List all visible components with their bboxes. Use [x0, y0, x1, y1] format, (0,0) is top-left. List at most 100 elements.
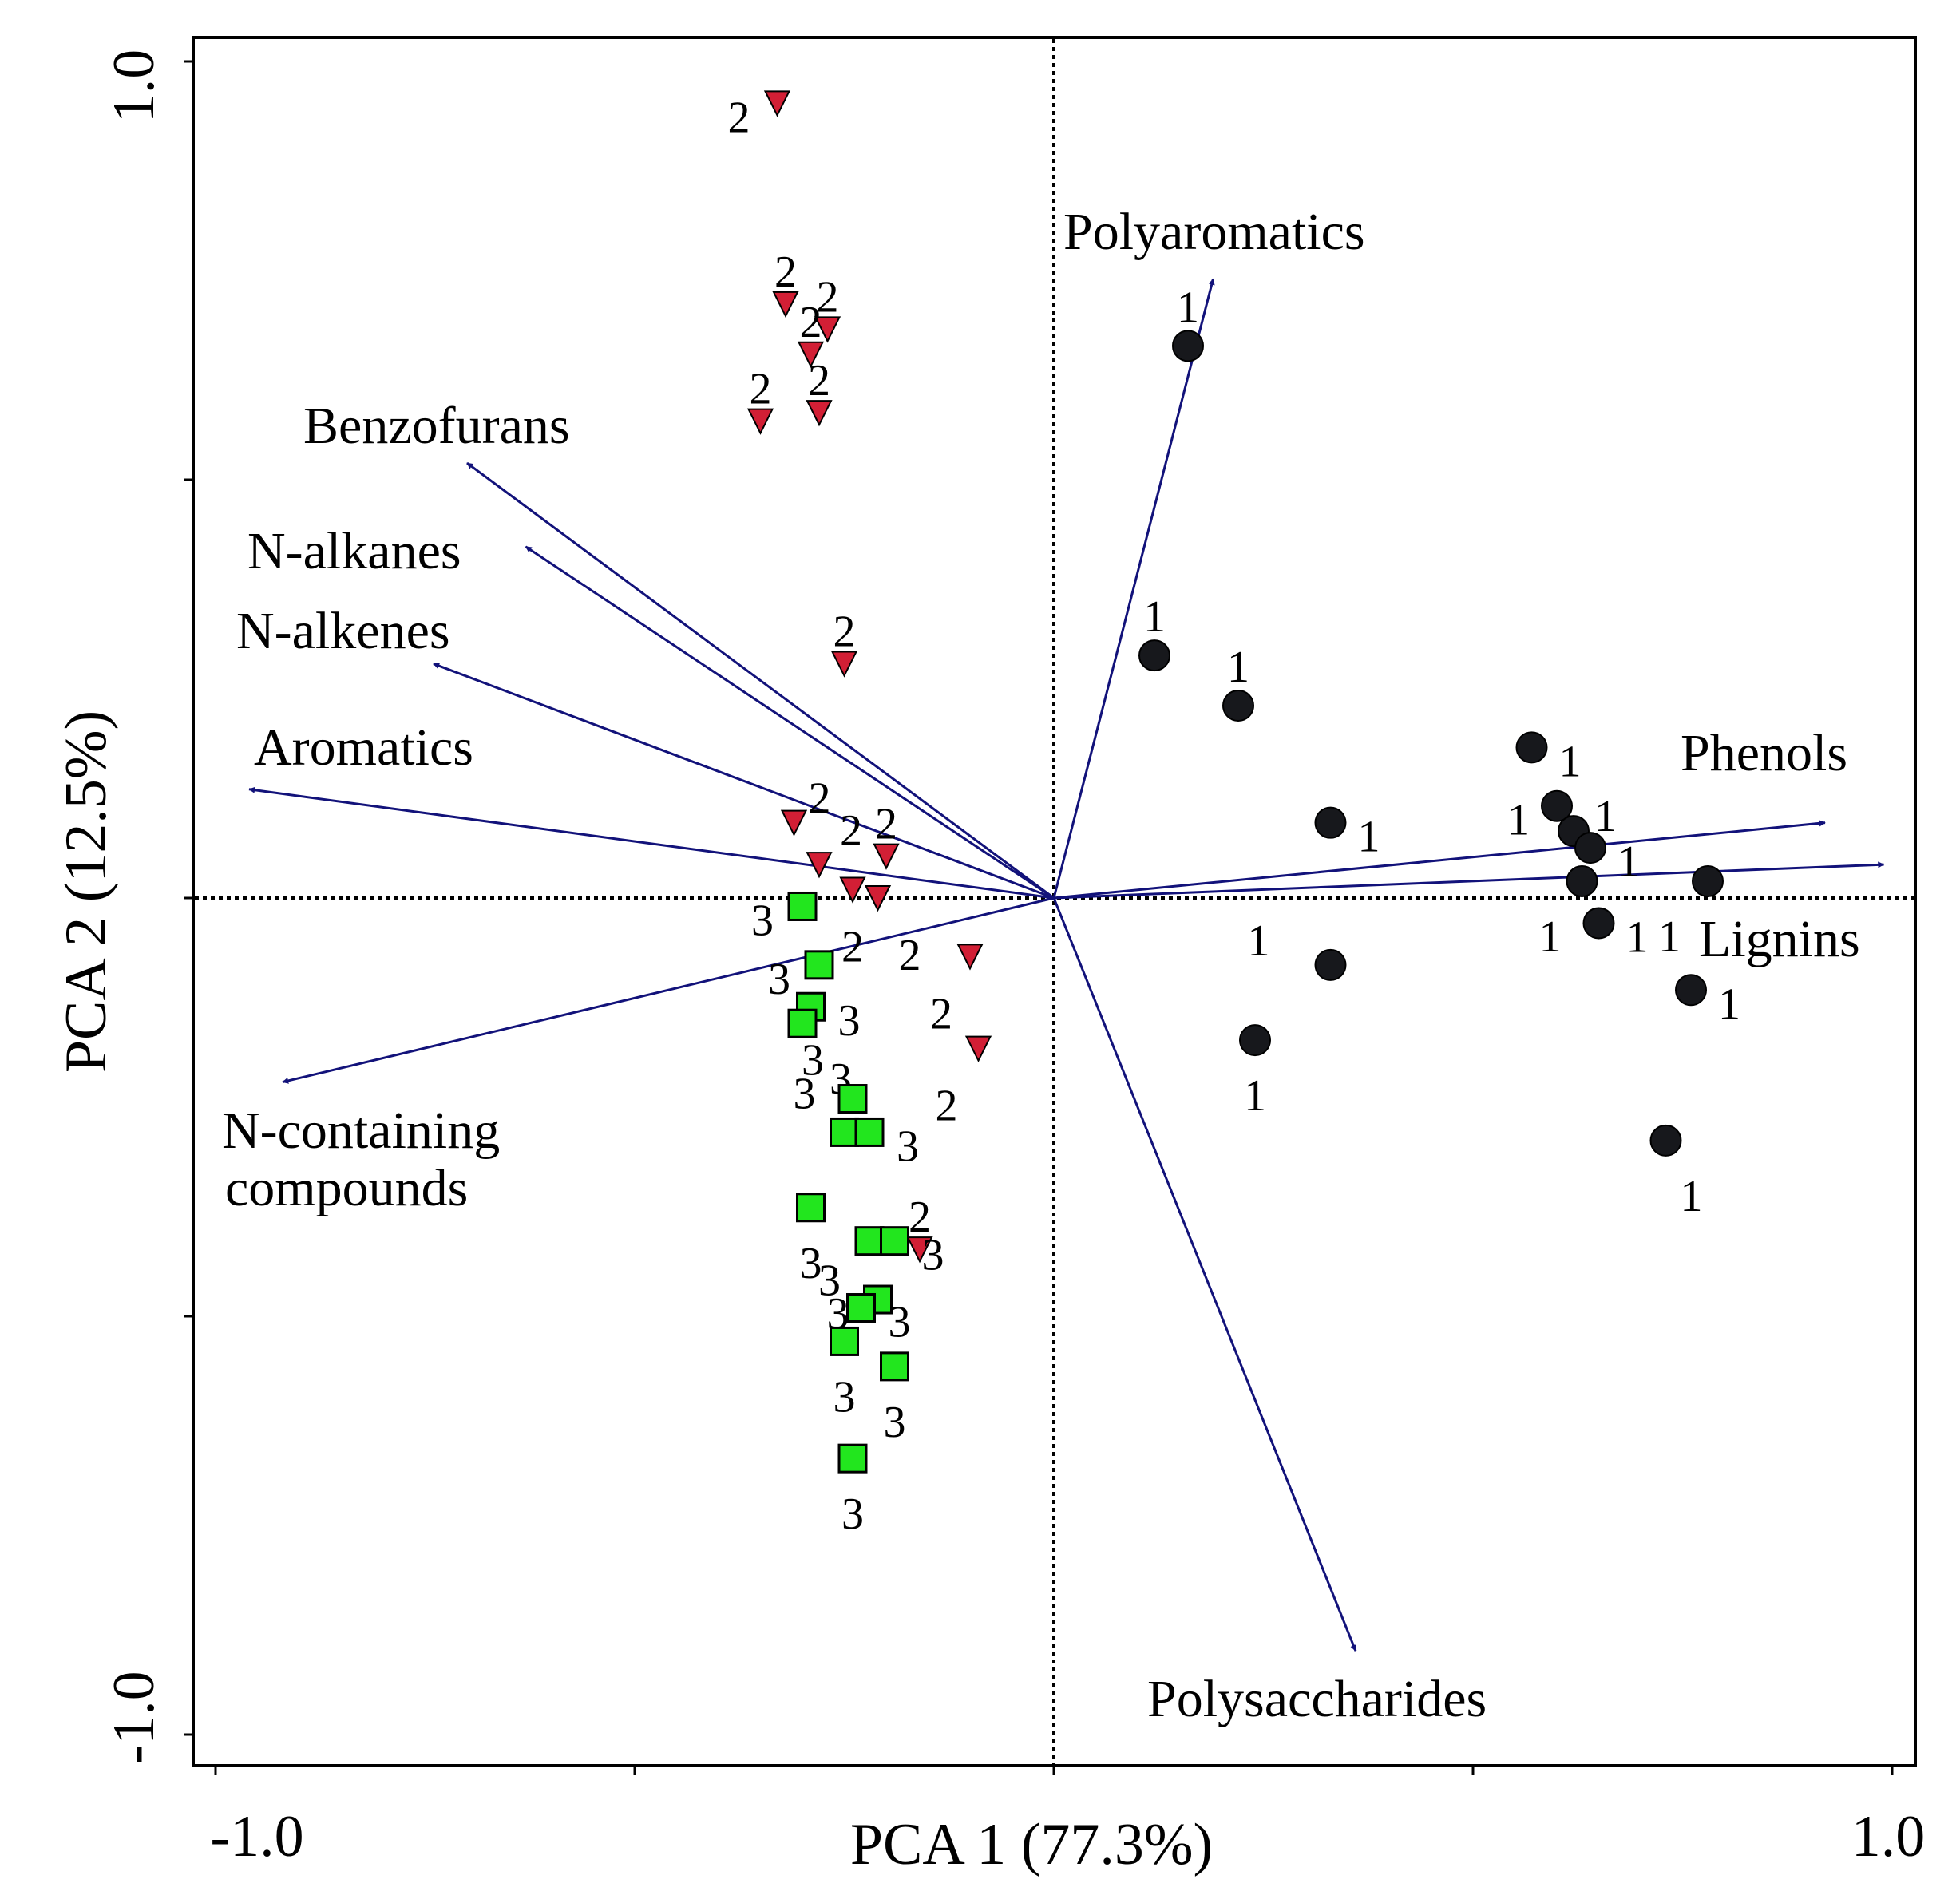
group-3-point-5: [830, 1117, 859, 1147]
loading-label-aromatics: Aromatics: [254, 718, 473, 777]
group-1-point-9: [1582, 907, 1615, 940]
group-2-point-3-label: 2: [800, 298, 822, 347]
x-axis-title: PCA 1 (77.3%): [850, 1812, 1213, 1877]
group-2-point-4-label: 2: [750, 365, 772, 414]
group-2-point-8: [806, 852, 833, 879]
loading-label-lignins: Lignins: [1699, 910, 1860, 968]
group-1-point-1-label: 1: [1143, 592, 1166, 642]
group-1-point-4-label: 1: [1559, 737, 1582, 786]
group-1-point-5-label: 1: [1507, 796, 1530, 845]
group-2-point-10: [839, 876, 866, 904]
group-3-point-12: [830, 1326, 859, 1356]
group-3-point-9: [880, 1226, 909, 1256]
loading-arrows: [248, 278, 1885, 1652]
group-1-point-9-label: 1: [1626, 912, 1649, 962]
group-2-point-9-label: 2: [875, 800, 897, 849]
loading-arrow-polysaccharides: [1052, 897, 1357, 1652]
group-3-point-14: [837, 1443, 868, 1474]
group-2-point-12: [956, 944, 984, 971]
group-3-point-0: [787, 891, 818, 921]
group-1-point-0-label: 1: [1177, 283, 1199, 332]
group-1-point-14: [1649, 1124, 1682, 1157]
group-2-point-7-label: 2: [809, 774, 831, 824]
group-2-point-4: [746, 408, 774, 435]
y-tick-label-min: -1.0: [101, 1671, 167, 1764]
group-1-point-5: [1541, 789, 1573, 822]
group-2-point-6: [830, 651, 858, 678]
group-2-point-0-label: 2: [728, 93, 750, 142]
group-1-point-7: [1574, 832, 1606, 864]
group-3-point-13-label: 3: [884, 1398, 906, 1447]
loading-arrow-lignins: [1053, 861, 1885, 900]
group-3-point-11: [846, 1293, 876, 1323]
group-2-point-2-label: 2: [817, 272, 839, 322]
group-1-point-4: [1515, 731, 1548, 764]
group-3-point-7-label: 3: [800, 1239, 822, 1288]
loading-arrow-n-alkanes: [525, 545, 1055, 900]
group-2-point-1: [772, 291, 799, 318]
group-1-point-12: [1239, 1024, 1271, 1057]
loading-arrow-polyaromatics: [1052, 278, 1215, 899]
group-2-point-10-label: 2: [841, 923, 864, 972]
group-3-point-12-label: 3: [833, 1372, 856, 1422]
loading-label-polyaromatics: Polyaromatics: [1063, 203, 1365, 261]
y-tick-label-max: 1.0: [101, 49, 167, 124]
group-2-point-1-label: 2: [774, 247, 797, 297]
group-2-point-12-label: 2: [930, 989, 952, 1038]
y-axis-title: PCA 2 (12.5%): [53, 710, 119, 1073]
group-2-point-13-label: 2: [936, 1082, 958, 1131]
group-1-point-11: [1314, 948, 1347, 981]
reference-lines: [195, 39, 1914, 1764]
loading-label-n-alkenes: N-alkenes: [236, 602, 450, 660]
group-2-point-7: [780, 809, 808, 837]
group-1-point-8: [1566, 865, 1598, 898]
group-1-point-10: [1692, 865, 1724, 898]
group-3-point-11-label: 3: [889, 1298, 911, 1347]
group-2-point-14-label: 2: [909, 1193, 931, 1242]
loading-label-phenols: Phenols: [1681, 724, 1847, 782]
loading-label-n-containing-line1: N-containing: [222, 1102, 500, 1160]
loading-label-n-alkanes: N-alkanes: [247, 522, 461, 580]
group-2-point-9: [873, 843, 900, 870]
group-3-point-6-label: 3: [897, 1122, 919, 1171]
group-3-point-4: [837, 1084, 868, 1114]
group-1-point-3: [1314, 806, 1347, 839]
group-3-point-7: [796, 1193, 826, 1223]
group-1-point-12-label: 1: [1244, 1071, 1266, 1121]
group-3-point-14-label: 3: [841, 1489, 864, 1539]
group-1-point-1: [1138, 639, 1170, 672]
group-2-point-11-label: 2: [899, 931, 921, 980]
group-2-point-2: [814, 316, 841, 343]
group-1-point-13-label: 1: [1718, 979, 1740, 1029]
loading-arrow-phenols: [1053, 820, 1826, 900]
group-3-point-6: [854, 1117, 885, 1147]
group-3-point-1-label: 3: [768, 955, 790, 1004]
group-3-point-4-label: 3: [802, 1036, 824, 1086]
loading-label-polysaccharides: Polysaccharides: [1147, 1670, 1487, 1728]
group-2-point-3: [797, 341, 825, 369]
loading-label-n-containing-line2: compounds: [225, 1159, 468, 1217]
axis-ticks: [184, 60, 1894, 1775]
group-2-point-6-label: 2: [833, 607, 856, 657]
loading-label-benzofurans: Benzofurans: [303, 397, 570, 455]
group-2-point-5-label: 2: [808, 356, 830, 405]
group-1-point-8-label: 1: [1539, 912, 1562, 962]
loading-arrow-aromatics: [248, 786, 1055, 900]
loading-arrow-n-containing-compounds: [282, 896, 1055, 1084]
group-3-point-2-label: 3: [838, 996, 861, 1046]
x-tick-label-max: 1.0: [1851, 1804, 1926, 1869]
group-1-point-13: [1675, 974, 1707, 1007]
group-1-point-7-label: 1: [1617, 837, 1640, 887]
loading-label-n-containing: N-containing compounds: [222, 1102, 513, 1217]
group-1-point-0: [1172, 330, 1204, 362]
group-2-point-11: [864, 885, 892, 912]
group-1-point-2-label: 1: [1227, 643, 1249, 692]
group-3-point-3: [787, 1008, 818, 1038]
group-1-point-14-label: 1: [1681, 1172, 1703, 1221]
group-2-point-14: [906, 1236, 933, 1264]
group-1-point-11-label: 1: [1248, 916, 1270, 966]
group-3-point-13: [880, 1351, 909, 1382]
group-3-point-0-label: 3: [751, 896, 774, 945]
